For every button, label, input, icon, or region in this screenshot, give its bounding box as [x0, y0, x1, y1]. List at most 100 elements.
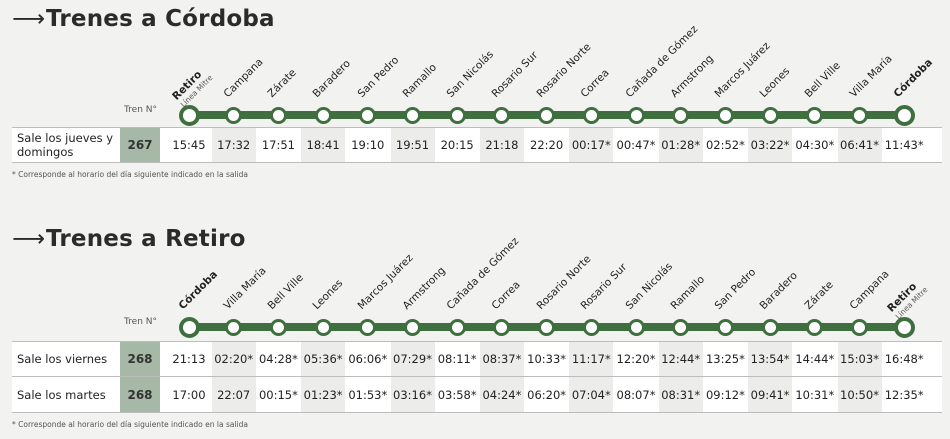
station-dot	[178, 316, 200, 338]
station-dot	[851, 318, 868, 336]
time-cell: 13:25*	[705, 352, 745, 366]
time-cell: 08:07*	[616, 387, 656, 402]
station-name: Armstrong	[400, 264, 448, 312]
time-cell: 10:31*	[795, 387, 835, 402]
time-cell: 22:20	[530, 138, 564, 152]
time-cell: 17:00	[172, 387, 206, 402]
station-label: Ramallo	[668, 273, 707, 312]
time-cell: 01:28*	[658, 128, 703, 162]
time-cell: 06:41*	[837, 128, 882, 162]
station-label: Retiro Línea Mitre	[885, 277, 929, 321]
time-cell: 18:41	[301, 128, 346, 162]
station-dot	[269, 106, 287, 124]
station-dot	[672, 106, 690, 124]
station-dot	[178, 104, 200, 126]
station-label: Bell Ville	[802, 59, 843, 100]
station-dot	[806, 318, 824, 336]
station-name: Villa María	[847, 52, 895, 100]
arrow-right-icon: ⟶	[12, 6, 46, 32]
time-cell: 14:44*	[795, 352, 835, 366]
time-cell: 00:15*	[258, 387, 298, 402]
station-name: Armstrong	[668, 52, 716, 100]
station-name: Zárate	[265, 66, 300, 100]
station-name: San Pedro	[712, 266, 759, 312]
station-dot	[359, 106, 377, 124]
row-label: Sale los martes	[17, 387, 106, 402]
station-label: Baradero	[758, 270, 800, 312]
time-cell: 03:58*	[437, 387, 477, 402]
time-cell: 19:51	[390, 128, 435, 162]
station-label: Correa	[489, 279, 522, 312]
section-title-text: Trenes a Retiro	[46, 226, 246, 252]
tren-number: 268	[120, 377, 160, 412]
station-label: Armstrong	[400, 264, 448, 312]
schedule-row: Sale los martes 268 17:00 22:07 00:15* 01:23*…	[12, 377, 942, 413]
station-label: Zárate	[802, 279, 835, 312]
station-name: Campana	[221, 56, 266, 100]
station-name: San Pedro	[355, 54, 402, 100]
time-cell: 00:17*	[569, 128, 614, 162]
time-cell: 02:52*	[705, 138, 745, 152]
time-cell: 04:28*	[258, 352, 298, 366]
time-cell: 04:24*	[479, 377, 524, 412]
station-label: Leones	[757, 65, 793, 100]
section-title-retiro: ⟶Trenes a Retiro	[12, 226, 246, 252]
row-label: Sale los viernes	[17, 352, 108, 366]
station-dot	[493, 106, 511, 124]
arrow-right-icon: ⟶	[12, 226, 46, 252]
station-dot	[359, 318, 377, 336]
tren-number: 268	[120, 342, 160, 376]
station-dot	[716, 106, 734, 124]
time-cell: 01:53*	[348, 387, 388, 402]
schedule-row: Sale los jueves y domingos 267 15:45 17:32 1…	[12, 127, 942, 163]
time-cell: 15:45	[172, 138, 206, 152]
station-dot	[269, 318, 287, 336]
station-label: Zárate	[265, 66, 300, 100]
time-cell: 22:07	[211, 377, 256, 412]
time-cell: 02:20*	[211, 342, 256, 376]
station-label: Villa María	[221, 264, 269, 312]
time-cell: 01:23*	[301, 377, 346, 412]
station-label: Cañada de Gómez	[623, 23, 701, 100]
station-label: San Nicolás	[444, 48, 497, 100]
station-label: Armstrong	[668, 52, 716, 100]
time-cell: 10:50*	[837, 377, 882, 412]
station-label: Leones	[310, 277, 346, 312]
time-cell: 11:17*	[569, 342, 614, 376]
schedule-row: Sale los viernes 268 21:13 02:20* 04:28* 05:3…	[12, 341, 942, 377]
station-label: San Nicolás	[624, 260, 676, 312]
station-name: Baradero	[310, 57, 354, 100]
station-name: San Nicolás	[444, 48, 497, 100]
footnote: * Corresponde al horario del día siguien…	[12, 170, 248, 179]
time-cell: 13:54*	[748, 342, 793, 376]
time-cell: 09:41*	[748, 377, 793, 412]
station-dot	[716, 318, 734, 336]
tren-number-label: Tren N°	[124, 317, 158, 327]
station-label: Correa	[578, 66, 612, 100]
station-label: San Pedro	[355, 54, 402, 100]
station-name: Cañada de Gómez	[623, 23, 701, 100]
station-name: Leones	[310, 277, 346, 312]
station-name: Correa	[578, 66, 612, 100]
station-label: Córdoba	[177, 269, 220, 312]
station-label: San Pedro	[712, 266, 759, 312]
station-dot	[538, 106, 556, 124]
time-cell: 12:20*	[616, 352, 656, 366]
time-cell: 17:32	[211, 128, 256, 162]
time-cell: 00:47*	[616, 138, 656, 152]
station-label: Rosario Sur	[579, 261, 630, 312]
station-name: Villa María	[221, 264, 269, 312]
station-name: Bell Ville	[265, 271, 307, 312]
station-name: Ramallo	[668, 273, 707, 312]
time-cell: 06:20*	[527, 387, 567, 402]
station-label: Bell Ville	[265, 271, 307, 312]
station-name: Bell Ville	[802, 59, 843, 100]
station-dot	[893, 316, 915, 338]
time-cell: 03:16*	[390, 377, 435, 412]
tren-number: 267	[120, 128, 160, 162]
section-title-cordoba: ⟶Trenes a Córdoba	[12, 6, 275, 32]
station-name: Leones	[757, 65, 793, 100]
time-cell: 05:36*	[301, 342, 346, 376]
station-label: Baradero	[311, 58, 353, 100]
tren-number-label: Tren N°	[124, 105, 158, 115]
